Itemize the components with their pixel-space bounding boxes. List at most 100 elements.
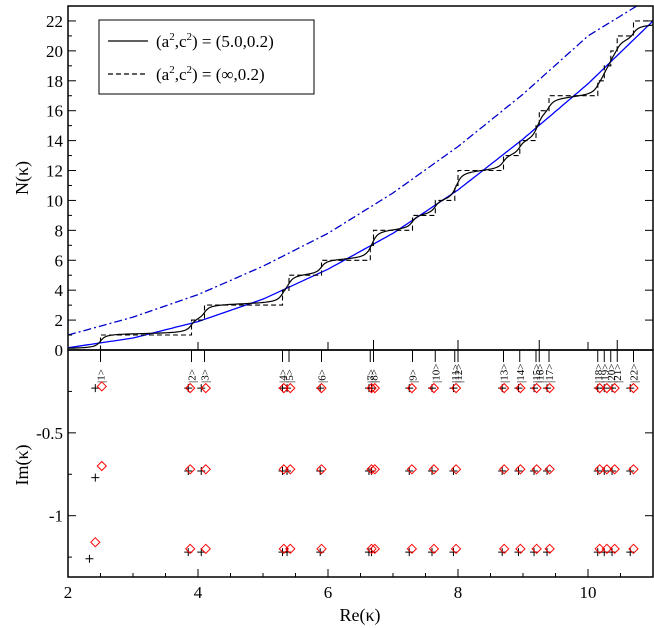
diamond-marker [406, 464, 418, 475]
top-y-tick-label-2: 2 [55, 311, 64, 330]
plus-marker [449, 548, 458, 557]
diamond-marker [498, 464, 510, 475]
state-label-12: |12> [453, 364, 465, 383]
series-blue-smooth-curve [68, 20, 653, 349]
diamond-marker [609, 543, 620, 555]
state-label-6: |6> [317, 369, 329, 383]
diamond-marker [594, 543, 605, 555]
diamond-marker [531, 543, 542, 555]
diamond-marker [90, 536, 101, 548]
top-y-tick-label-6: 6 [55, 251, 64, 270]
x-tick-label-6: 6 [324, 583, 333, 602]
state-label-19: |19> [599, 364, 611, 383]
diamond-marker [316, 543, 327, 555]
state-label-16: |16> [534, 364, 546, 383]
x-tick-label-4: 4 [194, 583, 203, 602]
state-label-18: |18> [593, 364, 605, 383]
plus-marker [367, 384, 376, 393]
diamond-marker [498, 382, 510, 394]
top-y-tick-label-12: 12 [46, 162, 63, 181]
state-label-9: |9> [408, 369, 420, 383]
diamond-marker [544, 464, 555, 475]
diamond-marker [406, 543, 418, 555]
bottom-y-tick-label--0.5: -0.5 [36, 424, 63, 443]
plus-marker [405, 384, 414, 393]
diamond-marker [96, 381, 108, 392]
plus-marker [405, 548, 414, 557]
diamond-marker [531, 382, 542, 394]
diamond-marker [450, 464, 462, 475]
state-label-15: |15> [531, 364, 543, 383]
diamond-marker [366, 543, 377, 555]
diamond-marker [285, 464, 296, 475]
plus-marker [316, 466, 325, 475]
diamond-marker [285, 382, 296, 394]
top-y-tick-label-0: 0 [55, 341, 64, 360]
plus-marker [283, 384, 292, 393]
legend-entry-solid: (a2,c2) = (5.0,0.2) [156, 31, 274, 51]
plus-marker [184, 466, 193, 475]
plus-marker [91, 384, 100, 393]
diamond-marker [366, 382, 377, 394]
diamond-marker [428, 543, 440, 555]
diamond-marker [285, 543, 296, 555]
diamond-marker [498, 543, 510, 555]
state-label-8: |8> [369, 369, 381, 383]
diamond-marker [184, 382, 196, 394]
diamond-marker [628, 543, 639, 555]
state-label-17: |17> [544, 364, 556, 383]
state-label-10: |10> [430, 364, 442, 383]
series-dash-dot-curve [68, 6, 638, 336]
state-label-3: |3> [200, 369, 212, 383]
top-y-axis-label: N(κ) [12, 161, 33, 195]
diamond-marker [200, 382, 212, 394]
state-label-11: |11> [450, 364, 462, 383]
legend: (a2,c2) = (5.0,0.2) (a2,c2) = (∞,0.2) [98, 19, 315, 95]
top-panel: 0 2 4 6 8 10 12 14 16 18 20 22 N(κ) (a2,c2) = (5.0,… [12, 5, 654, 360]
diamond-marker [184, 543, 196, 555]
plus-marker [428, 466, 436, 475]
x-tick-label-8: 8 [454, 583, 463, 602]
diamond-marker [200, 464, 212, 475]
state-label-1: |1> [96, 369, 108, 383]
state-label-21: |21> [612, 364, 624, 383]
diamond-marker [609, 464, 620, 475]
diamond-marker [369, 543, 381, 555]
state-label-2: |2> [187, 369, 199, 383]
diamond-marker [428, 464, 440, 475]
state-label-7: |7> [365, 369, 377, 383]
diamond-marker [450, 382, 462, 394]
diamond-marker [184, 464, 196, 475]
state-label-13: |13> [499, 364, 511, 383]
top-y-tick-label-10: 10 [46, 191, 63, 210]
plus-marker [608, 548, 617, 557]
diamond-marker [594, 382, 605, 394]
diamond-marker [601, 543, 613, 555]
diamond-marker [366, 464, 377, 475]
plus-marker [197, 466, 206, 475]
state-label-22: |22> [629, 364, 641, 383]
plus-marker [514, 466, 523, 475]
diamond-marker [601, 464, 613, 475]
x-tick-label-10: 10 [580, 583, 597, 602]
plus-marker [85, 554, 94, 563]
diamond-marker [515, 464, 526, 475]
bottom-panel: |1> |2> |3> |4>|5> |6> |7>|8> |9> |10> |11>|12> |… [12, 349, 654, 578]
diamond-marker [544, 382, 555, 394]
plus-marker [543, 548, 552, 557]
diamond-marker [628, 464, 639, 475]
diamond-marker [450, 543, 462, 555]
diamond-marker [515, 543, 526, 555]
diamond-marker [628, 382, 639, 394]
x-axis-label: Re(κ) [339, 605, 380, 626]
diamond-marker [316, 464, 327, 475]
plus-marker [91, 473, 100, 482]
state-label-5: |5> [284, 369, 296, 383]
legend-entry-dashed: (a2,c2) = (∞,0.2) [156, 64, 265, 84]
state-label-14: |14> [515, 364, 527, 383]
state-label-4: |4> [278, 369, 290, 383]
diamond-marker [515, 382, 526, 394]
top-y-tick-label-14: 14 [46, 132, 64, 151]
diamond-marker [594, 464, 605, 475]
